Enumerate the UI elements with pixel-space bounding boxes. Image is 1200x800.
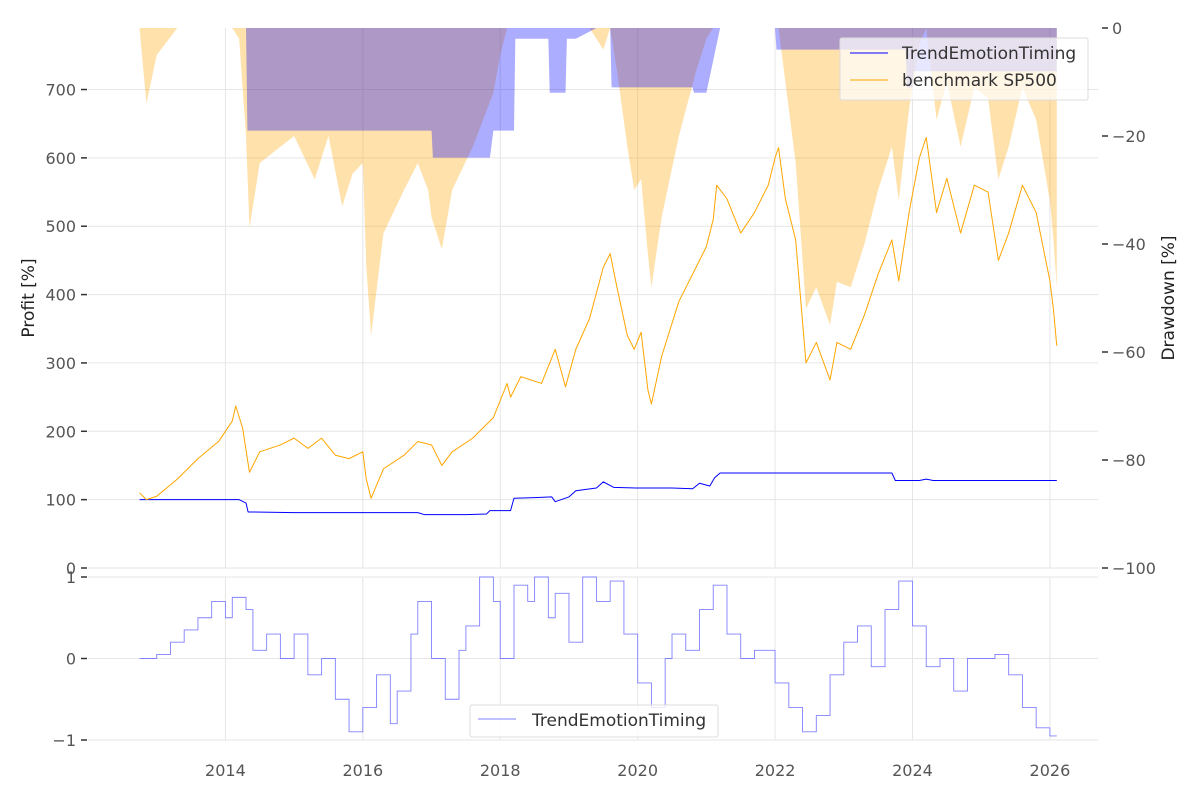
x-tick-label: 2016 (342, 761, 383, 780)
y-tick-label-profit: 700 (45, 81, 76, 100)
y-tick-label-profit: 100 (45, 491, 76, 510)
y-tick-label-drawdown: −20 (1112, 127, 1146, 146)
drawdown-area-trendemotiontiming (139, 28, 1057, 158)
bottom-legend-box (469, 704, 719, 738)
y-tick-label-drawdown: −100 (1112, 559, 1156, 578)
x-tick-label: 2014 (205, 761, 246, 780)
legend-label-trendemotiontiming: TrendEmotionTiming (901, 44, 1076, 64)
signal-lines (139, 576, 1057, 737)
x-tick-label: 2024 (892, 761, 933, 780)
y-tick-label-drawdown: 0 (1112, 19, 1122, 38)
y-tick-label-signal: −1 (52, 731, 76, 750)
top-legend: TrendEmotionTiming benchmark SP500 (839, 37, 1089, 101)
drawdown-areas (139, 28, 1057, 336)
top-panel-grid (88, 28, 1098, 569)
series-line-trendemotiontiming (139, 472, 1057, 516)
y-tick-label-profit: 400 (45, 286, 76, 305)
drawdown-area-sp500 (139, 28, 1057, 336)
y-tick-label-signal: 0 (66, 650, 76, 669)
x-tick-label: 2020 (617, 761, 658, 780)
x-tick-label: 2018 (480, 761, 521, 780)
y-tick-label-profit: 200 (45, 422, 76, 441)
y-tick-label-profit: 500 (45, 217, 76, 236)
legend-label-sp500: benchmark SP500 (902, 71, 1057, 91)
y-tick-label-profit: 300 (45, 354, 76, 373)
series-line-signal (139, 576, 1057, 737)
y-tick-label-profit: 0 (66, 559, 76, 578)
y-axis-label-drawdown: Drawdown [%] (1159, 235, 1179, 360)
profit-lines (139, 136, 1058, 516)
y-tick-label-drawdown: −60 (1112, 343, 1146, 362)
y-tick-label-profit: 600 (45, 149, 76, 168)
y-tick-label-signal: 1 (66, 568, 76, 587)
axes: 2014 2016 2018 2020 2022 2024 2026010020030040… (45, 19, 1156, 780)
y-axis-label-profit: Profit [%] (19, 258, 39, 337)
bottom-legend: TrendEmotionTiming (469, 704, 719, 738)
x-tick-label: 2026 (1030, 761, 1071, 780)
y-tick-label-drawdown: −40 (1112, 235, 1146, 254)
top-legend-box (839, 37, 1089, 101)
series-line-sp500 (139, 136, 1058, 501)
y-tick-label-drawdown: −80 (1112, 451, 1146, 470)
legend-label-signal: TrendEmotionTiming (531, 711, 706, 731)
x-tick-label: 2022 (755, 761, 796, 780)
